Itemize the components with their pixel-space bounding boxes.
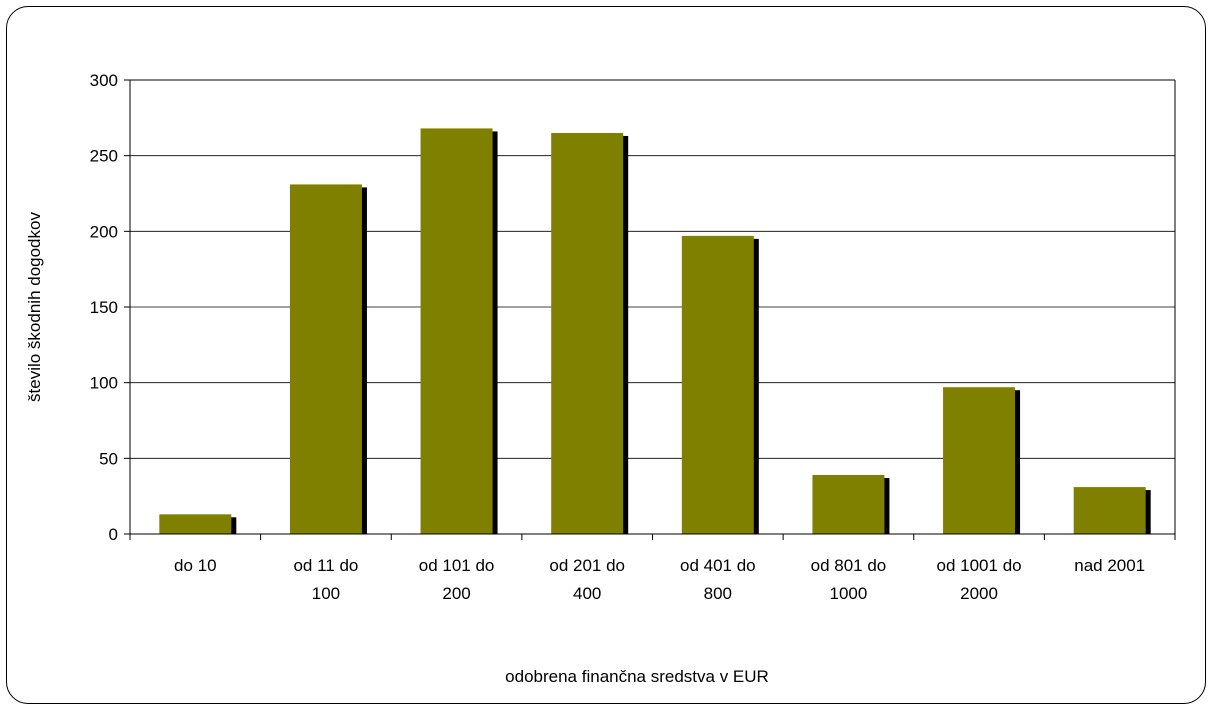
bar-2: [420, 128, 493, 534]
x-axis-title: odobrena finančna sredstva v EUR: [505, 667, 769, 686]
x-tick-label-line: do 10: [174, 556, 217, 575]
x-tick-label: od 401 do 800: [680, 556, 756, 603]
y-tick-labels: 0 50 100 150 200 250 300: [90, 71, 118, 544]
x-tick-label-line: od 101 do: [419, 556, 495, 575]
bars: [159, 128, 1151, 535]
x-tick-label-line: 2000: [960, 584, 998, 603]
bar-0: [159, 514, 232, 534]
x-tick-label: nad 2001: [1074, 556, 1145, 575]
y-tick-label: 50: [99, 449, 118, 468]
y-tick-label: 100: [90, 374, 118, 393]
x-tick-label-line: 800: [704, 584, 732, 603]
x-tick-label: od 11 do 100: [293, 556, 358, 603]
x-tick-label: do 10: [174, 556, 217, 575]
x-tick-label: od 201 do 400: [549, 556, 625, 603]
bar-6: [943, 387, 1016, 534]
x-tick-label-line: 100: [312, 584, 340, 603]
x-tick-label: od 101 do 200: [419, 556, 495, 603]
axes: [129, 79, 1176, 540]
x-tick-label-line: 400: [573, 584, 601, 603]
y-tick-label: 200: [90, 222, 118, 241]
x-tick-label-line: 1000: [830, 584, 868, 603]
y-tick-label: 250: [90, 147, 118, 166]
y-axis-title: število škodnih dogodkov: [25, 212, 44, 402]
bar-1: [289, 184, 362, 535]
bar-3: [551, 132, 624, 534]
x-tick-label-line: nad 2001: [1074, 556, 1145, 575]
bar-5: [812, 474, 885, 534]
x-tick-label-line: od 801 do: [811, 556, 887, 575]
x-tick-label-line: 200: [442, 584, 470, 603]
y-tick-label: 0: [109, 525, 118, 544]
y-tick-label: 150: [90, 298, 118, 317]
x-tick-label-line: od 401 do: [680, 556, 756, 575]
x-tick-label-line: od 201 do: [549, 556, 625, 575]
bar-7: [1073, 487, 1146, 534]
x-tick-label: od 1001 do 2000: [937, 556, 1022, 603]
x-tick-label-line: od 1001 do: [937, 556, 1022, 575]
y-tick-label: 300: [90, 71, 118, 90]
bar-4: [681, 235, 754, 534]
x-tick-label-line: od 11 do: [293, 556, 358, 575]
x-tick-labels: do 10 od 11 do 100 od 101 do 200 od 201 do 400…: [174, 556, 1145, 603]
x-tick-label: od 801 do 1000: [811, 556, 887, 603]
